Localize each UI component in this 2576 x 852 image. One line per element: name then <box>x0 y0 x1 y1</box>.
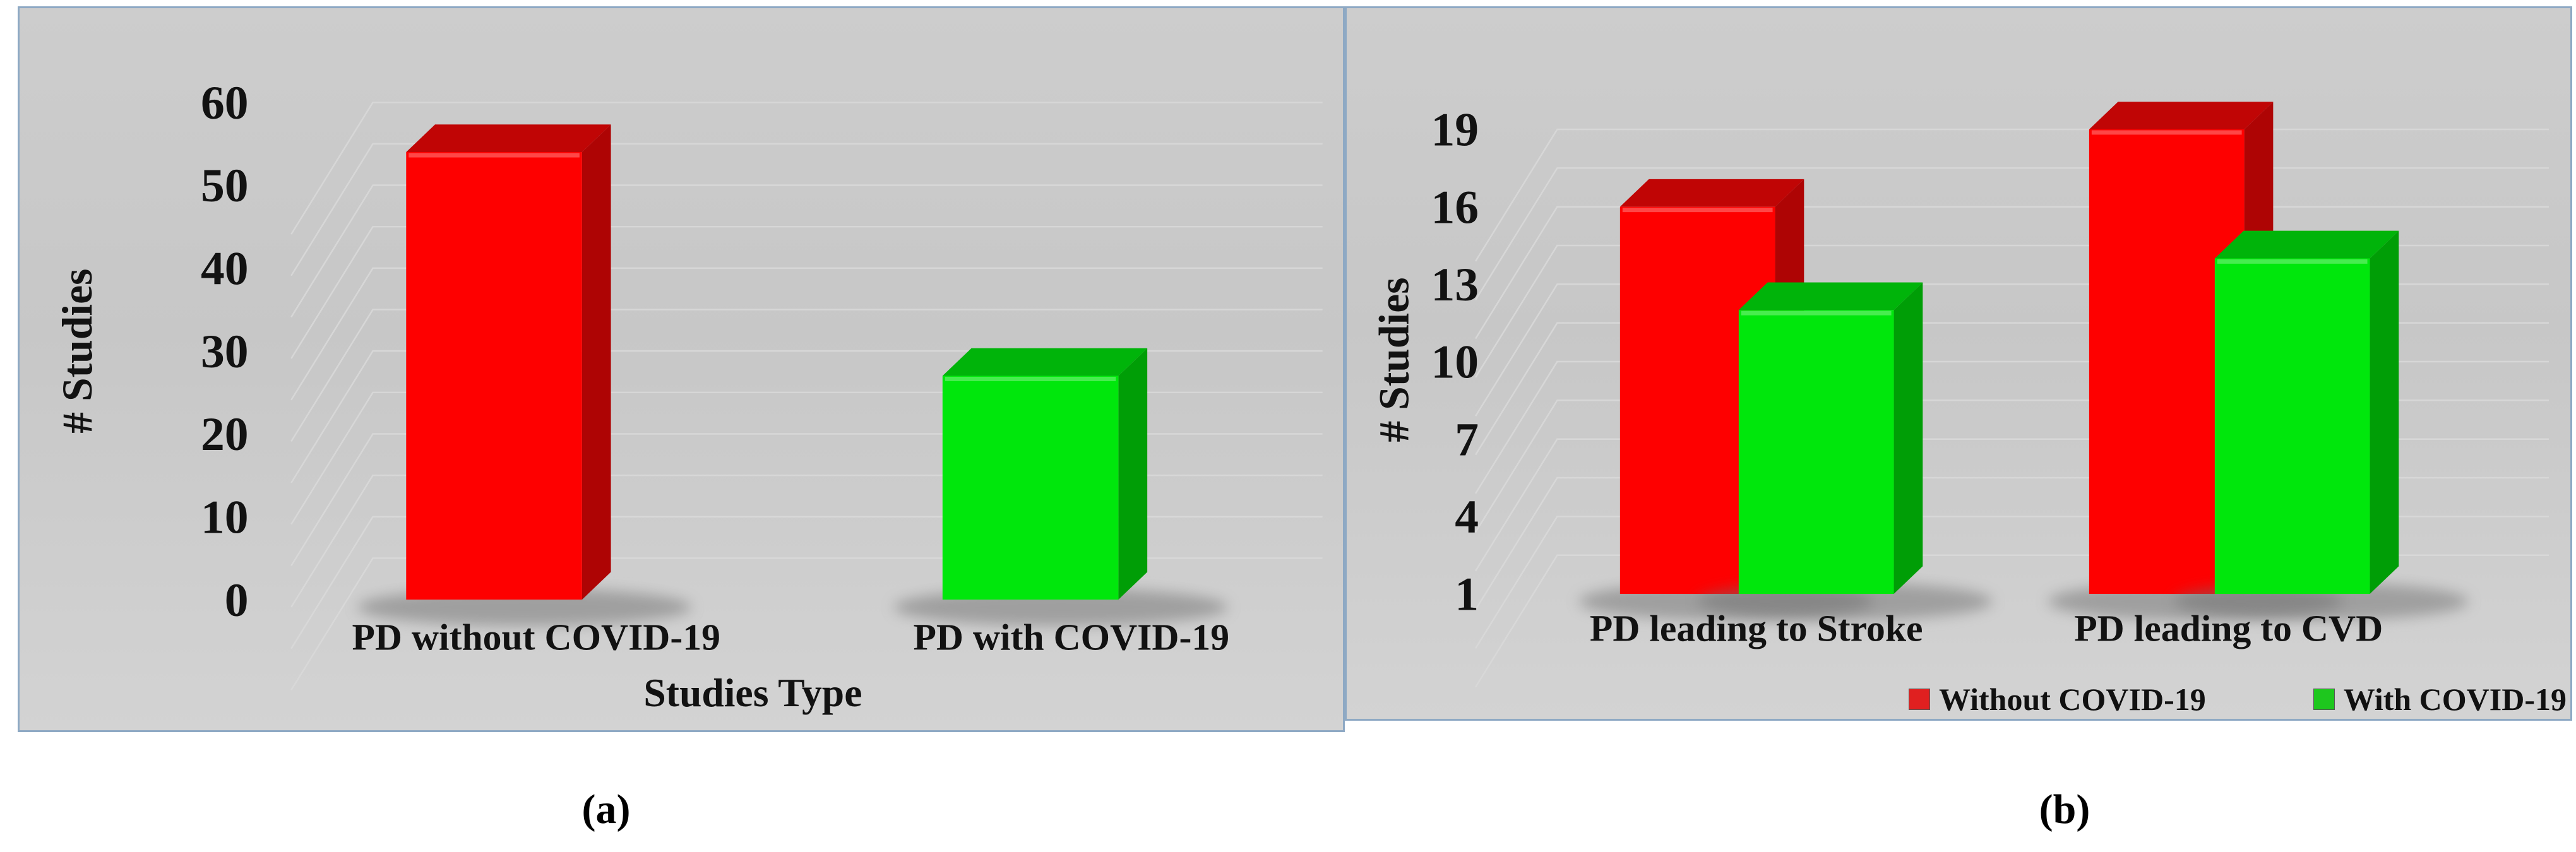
legend-item-with-covid: With COVID-19 <box>2313 681 2567 718</box>
y-tick-label: 4 <box>1455 491 1479 543</box>
panel-b: 1 4 7 10 13 16 19 PD leading to Stroke PD leadin… <box>1345 6 2572 721</box>
bar-top-face <box>2089 102 2274 129</box>
gridline <box>290 309 1323 442</box>
gridline <box>290 184 1323 318</box>
y-tick-label: 7 <box>1455 413 1479 466</box>
y-tick-label: 20 <box>201 408 249 461</box>
legend-label-with-covid: With COVID-19 <box>2343 682 2567 717</box>
y-tick-label: 10 <box>201 491 249 543</box>
b-y-axis-title: # Studies <box>1371 277 1418 442</box>
chart-b: 1 4 7 10 13 16 19 PD leading to Stroke PD leadin… <box>1371 102 2549 688</box>
panel-a: 0 10 20 30 40 50 60 PD without COVID-19 PD with … <box>18 6 1345 732</box>
bar-side-face <box>2370 230 2399 595</box>
y-tick-label: 40 <box>201 243 249 295</box>
category-label: PD leading to Stroke <box>1590 608 1923 649</box>
legend-swatch-with-covid-icon <box>2313 689 2335 710</box>
y-tick-label: 0 <box>225 574 249 627</box>
bar <box>406 152 582 600</box>
bar-top-face <box>1738 282 1923 311</box>
legend: Without COVID-19 With COVID-19 <box>1909 681 2567 718</box>
a-y-axis-title: # Studies <box>54 269 101 434</box>
bar <box>1738 310 1894 595</box>
bar-top-face <box>1619 179 1804 207</box>
bar-side-face <box>1893 282 1923 595</box>
y-tick-label: 16 <box>1431 181 1479 234</box>
chart-a: 0 10 20 30 40 50 60 PD without COVID-19 PD with … <box>54 77 1323 715</box>
bar-top-face <box>942 348 1148 376</box>
caption-a: (a) <box>581 786 631 832</box>
bar-side-face <box>581 124 611 600</box>
gridline <box>290 143 1323 276</box>
y-tick-label: 30 <box>201 326 249 378</box>
legend-swatch-without-covid-icon <box>1909 689 1930 710</box>
a-x-axis-title: Studies Type <box>643 670 862 715</box>
bar-top-face <box>2214 230 2399 259</box>
category-label: PD leading to CVD <box>2074 608 2383 649</box>
category-label: PD without COVID-19 <box>352 617 720 658</box>
gridline <box>290 101 1323 235</box>
y-tick-label: 1 <box>1455 569 1479 621</box>
bar <box>942 376 1119 600</box>
legend-item-without-covid: Without COVID-19 <box>1909 681 2206 718</box>
bar <box>2214 258 2370 595</box>
y-tick-label: 60 <box>201 77 249 129</box>
chart-a-plot: 0 10 20 30 40 50 60 PD without COVID-19 PD with … <box>201 77 1323 690</box>
caption-b: (b) <box>2039 786 2090 832</box>
y-tick-label: 13 <box>1431 259 1479 311</box>
y-tick-label: 19 <box>1431 104 1479 157</box>
chart-b-plot: 1 4 7 10 13 16 19 PD leading to Stroke PD leadin… <box>1431 102 2549 688</box>
gridline <box>290 267 1323 401</box>
category-label: PD with COVID-19 <box>913 617 1229 658</box>
y-tick-label: 10 <box>1431 336 1479 389</box>
bar-top-face <box>406 124 611 153</box>
gridline <box>290 225 1323 359</box>
legend-label-without-covid: Without COVID-19 <box>1939 682 2206 717</box>
y-tick-label: 50 <box>201 160 249 212</box>
bar-side-face <box>1118 348 1148 600</box>
